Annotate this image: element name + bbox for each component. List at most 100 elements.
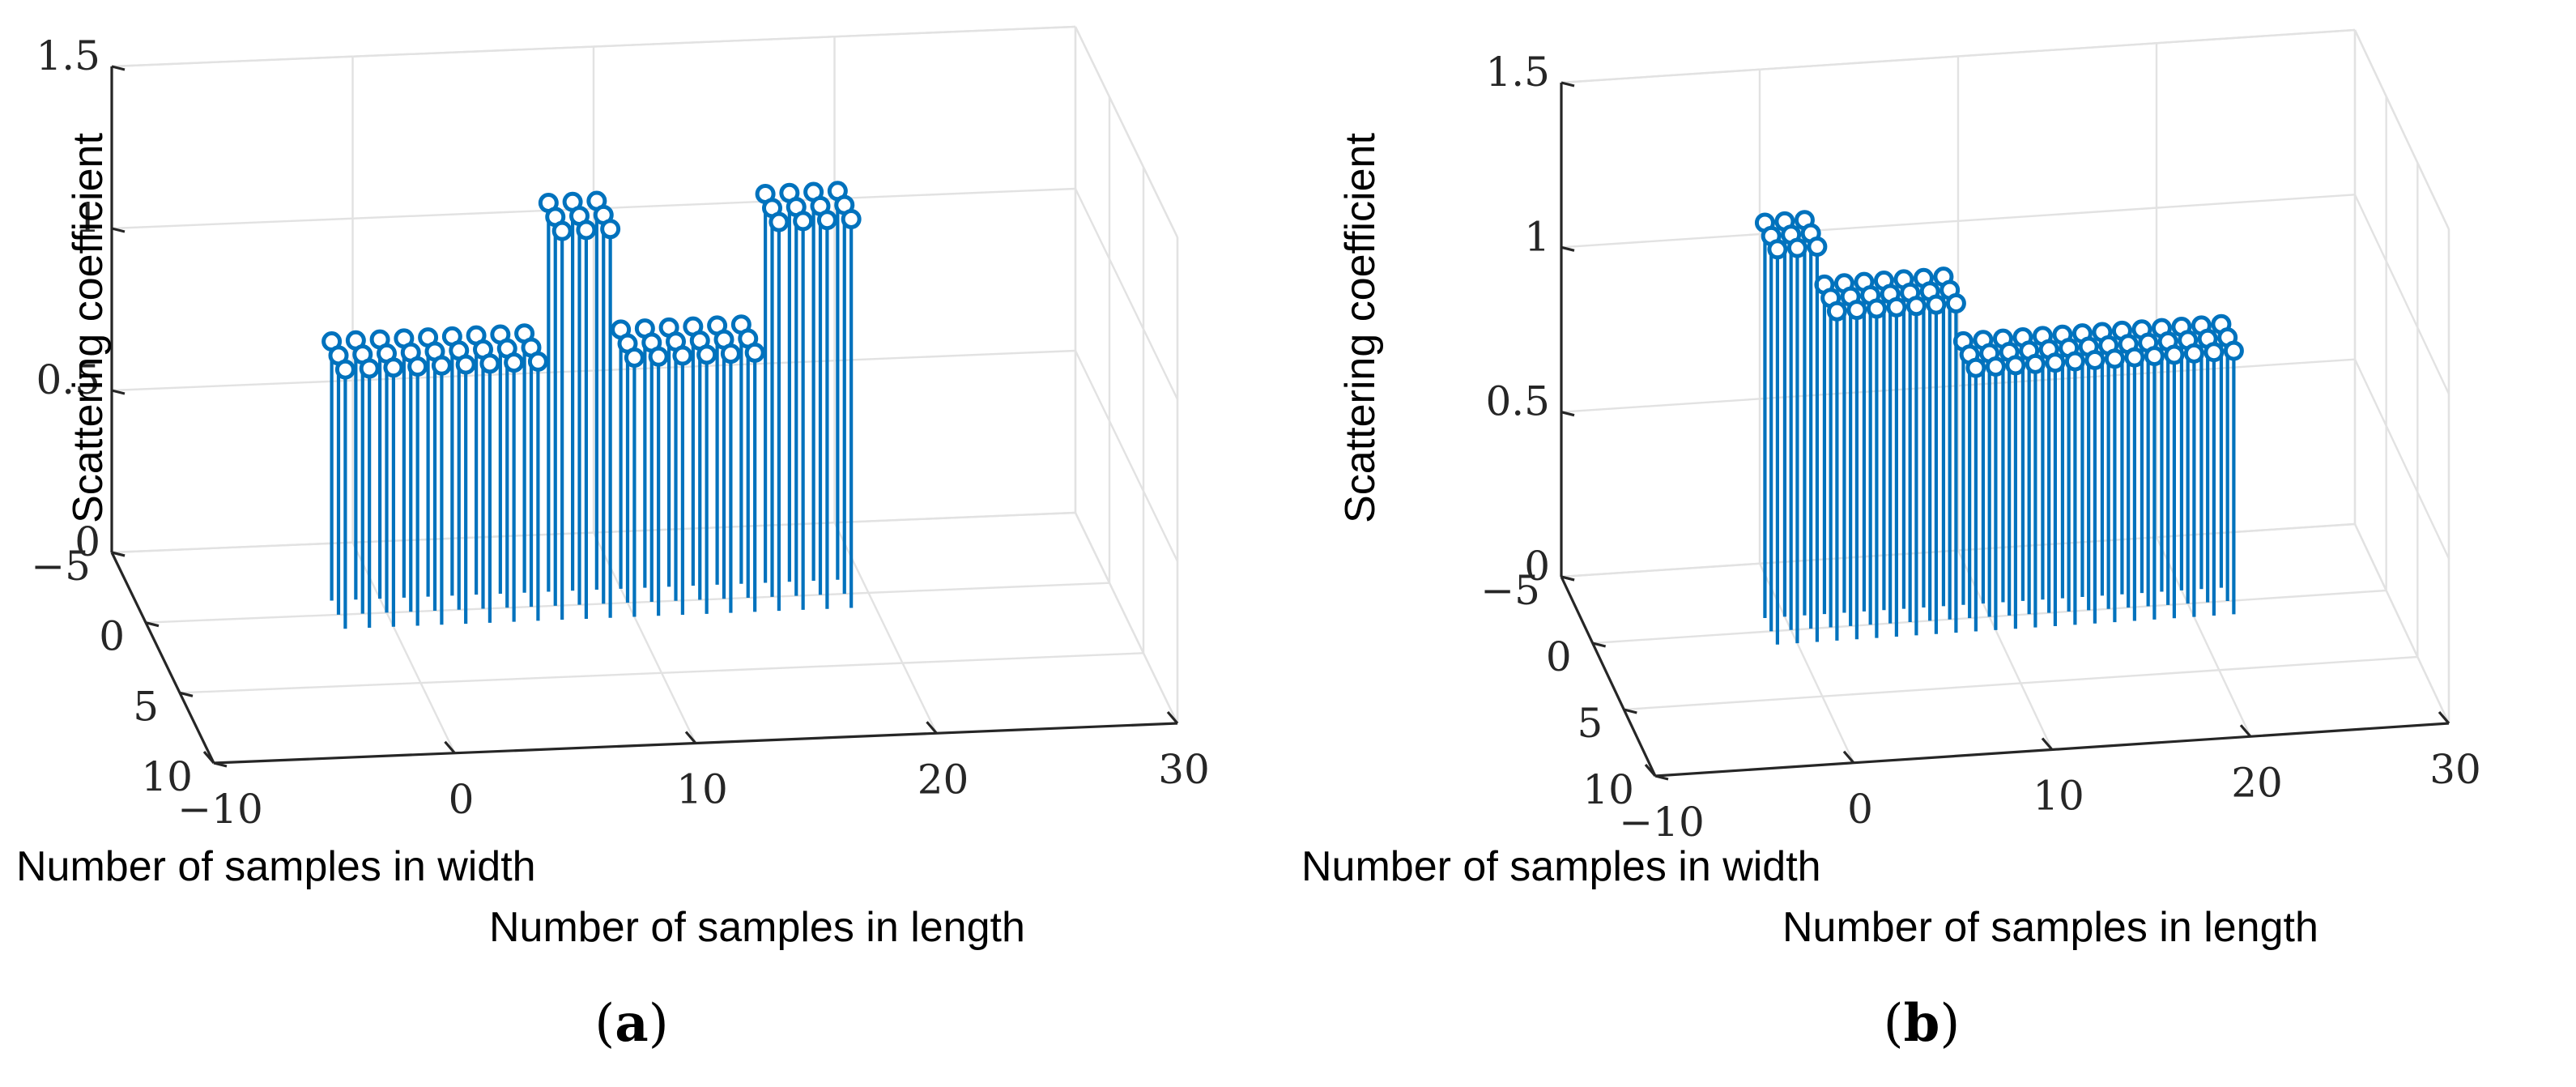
stem-marker bbox=[359, 358, 380, 379]
y-tick-label: −5 bbox=[1480, 567, 1540, 614]
panel-paren-open: ( bbox=[1884, 994, 1904, 1054]
z-tick bbox=[111, 227, 126, 233]
z-tick bbox=[1561, 81, 1575, 87]
stem-marker bbox=[2025, 353, 2046, 374]
stem-marker bbox=[793, 211, 814, 232]
x-tick-label: 10 bbox=[2033, 773, 2084, 820]
panel-paren-open: ( bbox=[594, 994, 615, 1054]
stem-marker bbox=[1807, 237, 1828, 258]
z-tick-label: 1.5 bbox=[36, 32, 100, 79]
y-tick bbox=[1623, 708, 1637, 714]
stem-series bbox=[321, 181, 862, 629]
stem-marker bbox=[1826, 301, 1847, 322]
back-wall-grid-line bbox=[1561, 194, 2356, 249]
x-tick bbox=[444, 740, 456, 754]
stem-marker bbox=[1767, 239, 1788, 260]
stem-marker bbox=[551, 220, 573, 241]
y-axis-line bbox=[110, 552, 215, 764]
floor-grid-line bbox=[2155, 536, 2252, 737]
y-tick-label: 10 bbox=[1582, 766, 1634, 813]
stem-marker bbox=[2124, 347, 2145, 368]
y-tick bbox=[111, 551, 126, 557]
stem-marker bbox=[455, 354, 476, 375]
stem-marker bbox=[1886, 296, 1907, 318]
x-tick bbox=[926, 721, 938, 735]
stem-marker bbox=[2005, 355, 2026, 376]
x-tick-label: 30 bbox=[2429, 746, 2481, 793]
x-axis-label: Number of samples in length bbox=[1782, 904, 2318, 951]
panel-letter: a bbox=[615, 993, 648, 1054]
back-wall-grid-line bbox=[111, 349, 1076, 392]
y-tick bbox=[213, 761, 228, 768]
figure-panel-a: 0 0.5 1 1.5 −5 0 5 10 −10 0 10 20 30 Scattering coef… bbox=[16, 25, 1210, 1054]
stem-marker bbox=[2183, 343, 2204, 364]
axes-box bbox=[1560, 81, 2450, 781]
panel-label: (b) bbox=[1884, 993, 1961, 1054]
x-tick-label: 20 bbox=[2231, 759, 2283, 806]
z-tick bbox=[1561, 245, 1575, 252]
z-tick-label: 0.5 bbox=[36, 356, 100, 403]
x-tick bbox=[2438, 710, 2450, 725]
floor-grid-line bbox=[1758, 563, 1855, 764]
stem-marker bbox=[744, 342, 765, 363]
side-wall-grid-line bbox=[1074, 350, 1179, 562]
y-axis-label: Number of samples in width bbox=[1301, 843, 1821, 890]
stem-marker bbox=[2203, 342, 2225, 363]
stem-marker bbox=[696, 344, 717, 365]
floor-grid-line bbox=[1624, 655, 2418, 711]
x-tick-label: 0 bbox=[1847, 786, 1873, 833]
y-tick bbox=[145, 621, 160, 628]
x-tick-label: 30 bbox=[1158, 746, 1210, 793]
y-axis-label: Number of samples in width bbox=[16, 843, 536, 890]
z-tick bbox=[111, 65, 126, 71]
panel-letter: b bbox=[1904, 993, 1940, 1054]
stem-marker bbox=[1786, 237, 1807, 258]
x-tick bbox=[1644, 763, 1657, 778]
z-tick-label: 1 bbox=[1524, 213, 1550, 260]
y-tick-label: 5 bbox=[1578, 700, 1603, 747]
y-tick bbox=[179, 691, 194, 697]
side-wall-grid-line bbox=[2353, 523, 2450, 724]
stem-marker bbox=[1905, 296, 1927, 317]
z-tick-label: 0 bbox=[75, 518, 100, 565]
z-tick-label: 0.5 bbox=[1485, 378, 1550, 425]
side-wall-grid-line bbox=[2353, 359, 2450, 560]
x-tick-label: −10 bbox=[177, 786, 263, 833]
stem-marker bbox=[2144, 346, 2165, 367]
stem-marker bbox=[1985, 356, 2006, 377]
stem-marker bbox=[648, 346, 669, 367]
panel-paren-close: ) bbox=[1939, 994, 1960, 1054]
stem-marker bbox=[2045, 352, 2066, 373]
x-tick bbox=[202, 750, 215, 765]
y-tick-label: 10 bbox=[141, 753, 193, 800]
stem-marker bbox=[816, 210, 837, 231]
y-tick bbox=[1654, 774, 1669, 781]
x-tick bbox=[2239, 724, 2252, 738]
grid-lines bbox=[1560, 28, 2450, 778]
stem-marker bbox=[672, 345, 693, 366]
stem-marker bbox=[2223, 340, 2244, 361]
box-edge-line bbox=[2353, 29, 2450, 230]
stem-marker bbox=[600, 219, 621, 240]
z-tick-label: 1.5 bbox=[1485, 49, 1550, 96]
box-edge-line bbox=[1074, 26, 1179, 238]
floor-grid-line bbox=[1956, 549, 2054, 751]
side-wall-grid-line bbox=[1074, 512, 1179, 724]
stem-marker bbox=[407, 356, 428, 377]
side-wall-grid-line bbox=[1074, 188, 1179, 400]
stem-marker bbox=[431, 355, 452, 376]
stem-marker bbox=[576, 220, 597, 241]
floor-grid-line bbox=[179, 652, 1144, 694]
stem-marker bbox=[720, 343, 741, 364]
z-axis-label: Scattering coefficient bbox=[65, 133, 112, 523]
y-tick-label: 0 bbox=[99, 613, 125, 660]
stem-series bbox=[1754, 210, 2244, 645]
x-axis-label: Number of samples in length bbox=[489, 904, 1025, 951]
stem-marker bbox=[527, 351, 548, 372]
z-tick-label: 1 bbox=[75, 194, 100, 241]
y-tick bbox=[1561, 575, 1575, 582]
y-tick-label: −5 bbox=[31, 543, 91, 590]
